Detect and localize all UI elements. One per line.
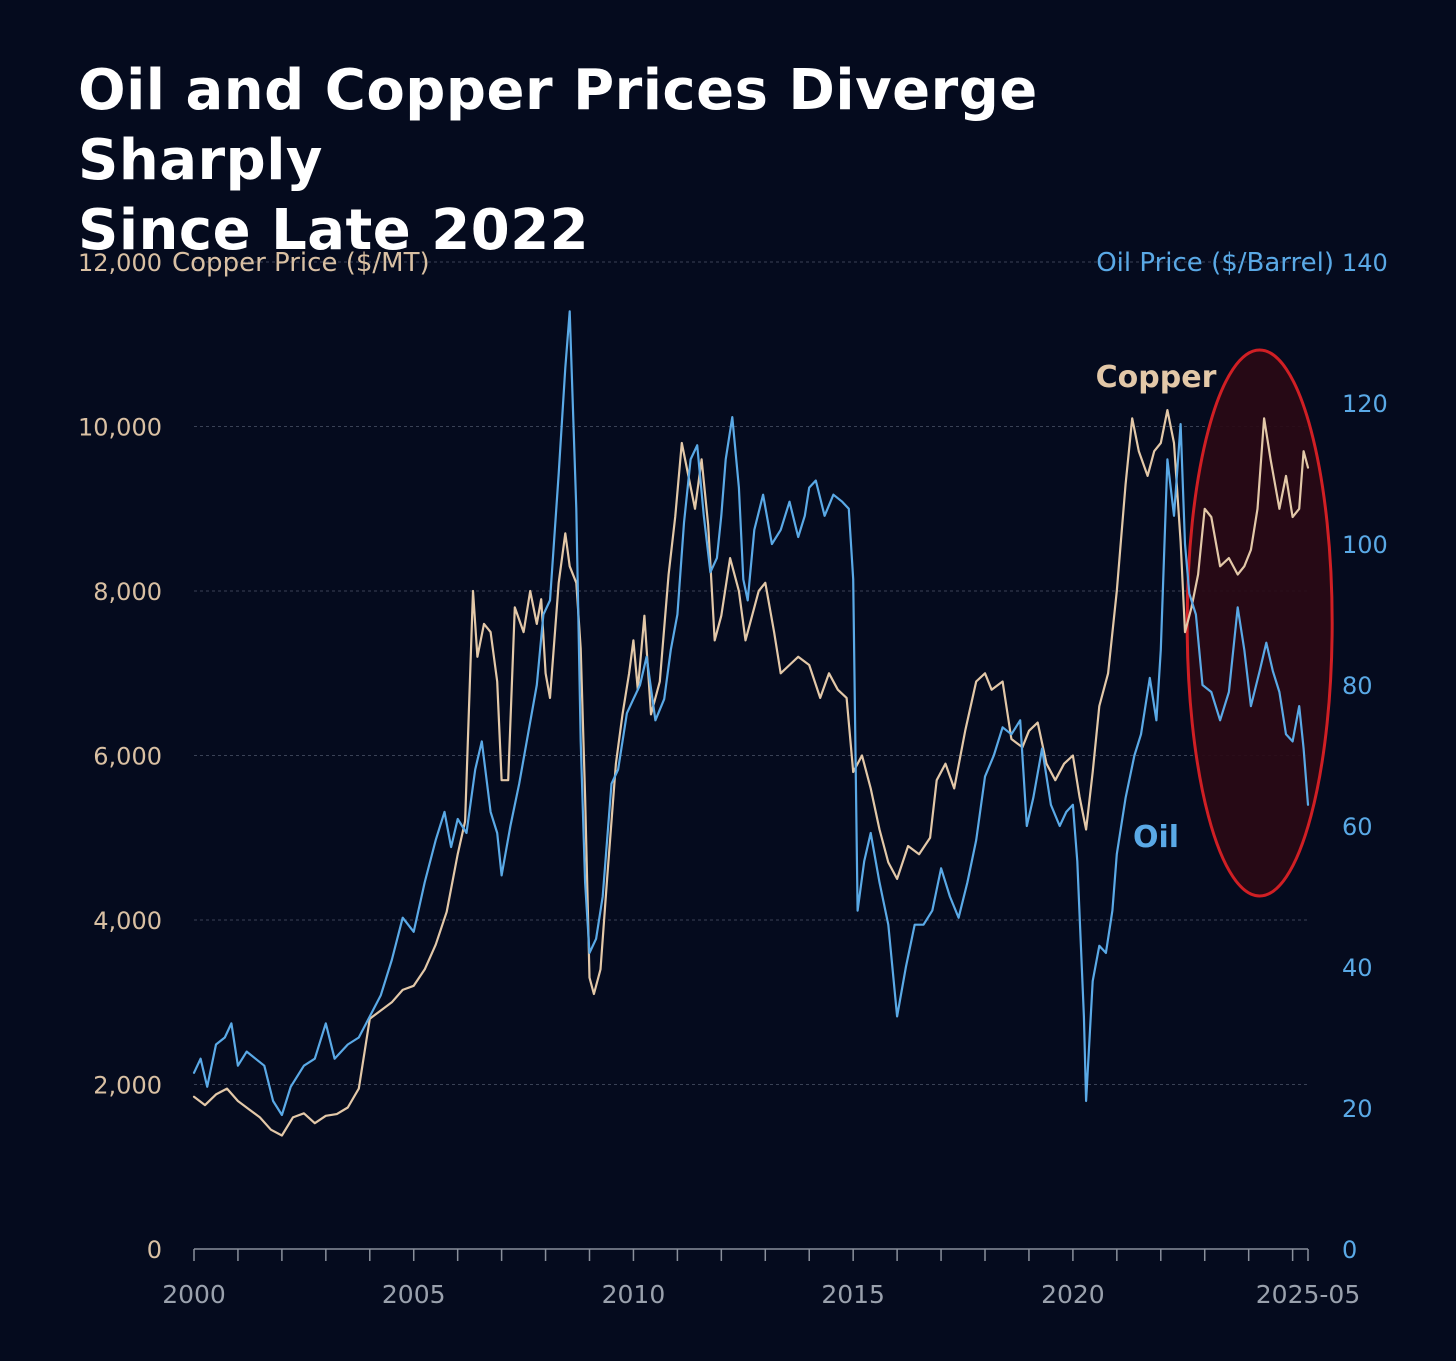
y-left-tick-label: 0 (147, 1236, 162, 1264)
y-right-tick-label: 120 (1342, 390, 1388, 418)
y-left-tick-label: 2,000 (93, 1072, 162, 1100)
y-left-tick-label: 8,000 (93, 578, 162, 606)
y-right-tick-label: 80 (1342, 672, 1373, 700)
oil-series-label: Oil (1133, 820, 1179, 855)
y-left-tick-label: 6,000 (93, 743, 162, 771)
y-right-tick-label: 20 (1342, 1095, 1373, 1123)
copper-series-line (192, 409, 1310, 1137)
y-left-axis-title: Copper Price ($/MT) (172, 248, 430, 278)
y-right-tick-label: 100 (1342, 531, 1388, 559)
y-left-tick-label: 12,000 (78, 249, 162, 277)
y-right-tick-label: 60 (1342, 813, 1373, 841)
chart-title-line-2: Since Late 2022 (78, 198, 590, 263)
y-left-tick-label: 10,000 (78, 414, 162, 442)
y-left-tick-label: 4,000 (93, 907, 162, 935)
highlight-ellipse (1185, 348, 1334, 898)
highlight-layer (1185, 348, 1334, 898)
oil-series-line (192, 310, 1310, 1117)
series-layer (192, 310, 1310, 1137)
axis-layer: 0 2,000 4,000 6,000 8,000 10,000 12,000 Copper … (78, 248, 1388, 1309)
x-tick-label: 2025-05 (1256, 1280, 1360, 1309)
x-tick-label: 2010 (602, 1280, 666, 1309)
chart-title: Oil and Copper Prices Diverge Sharply Si… (78, 56, 1278, 266)
x-tick-label: 2000 (162, 1280, 226, 1309)
x-tick-label: 2020 (1041, 1280, 1105, 1309)
label-layer: Copper Oil (1096, 360, 1217, 855)
chart-title-line-1: Oil and Copper Prices Diverge Sharply (78, 58, 1038, 193)
y-right-tick-label: 0 (1342, 1236, 1357, 1264)
x-tick-label: 2005 (382, 1280, 446, 1309)
copper-series-label: Copper (1096, 360, 1217, 395)
y-right-tick-label: 140 (1342, 249, 1388, 277)
y-right-tick-label: 40 (1342, 954, 1373, 982)
x-tick-label: 2015 (821, 1280, 885, 1309)
y-right-axis-title: Oil Price ($/Barrel) (1096, 248, 1334, 278)
